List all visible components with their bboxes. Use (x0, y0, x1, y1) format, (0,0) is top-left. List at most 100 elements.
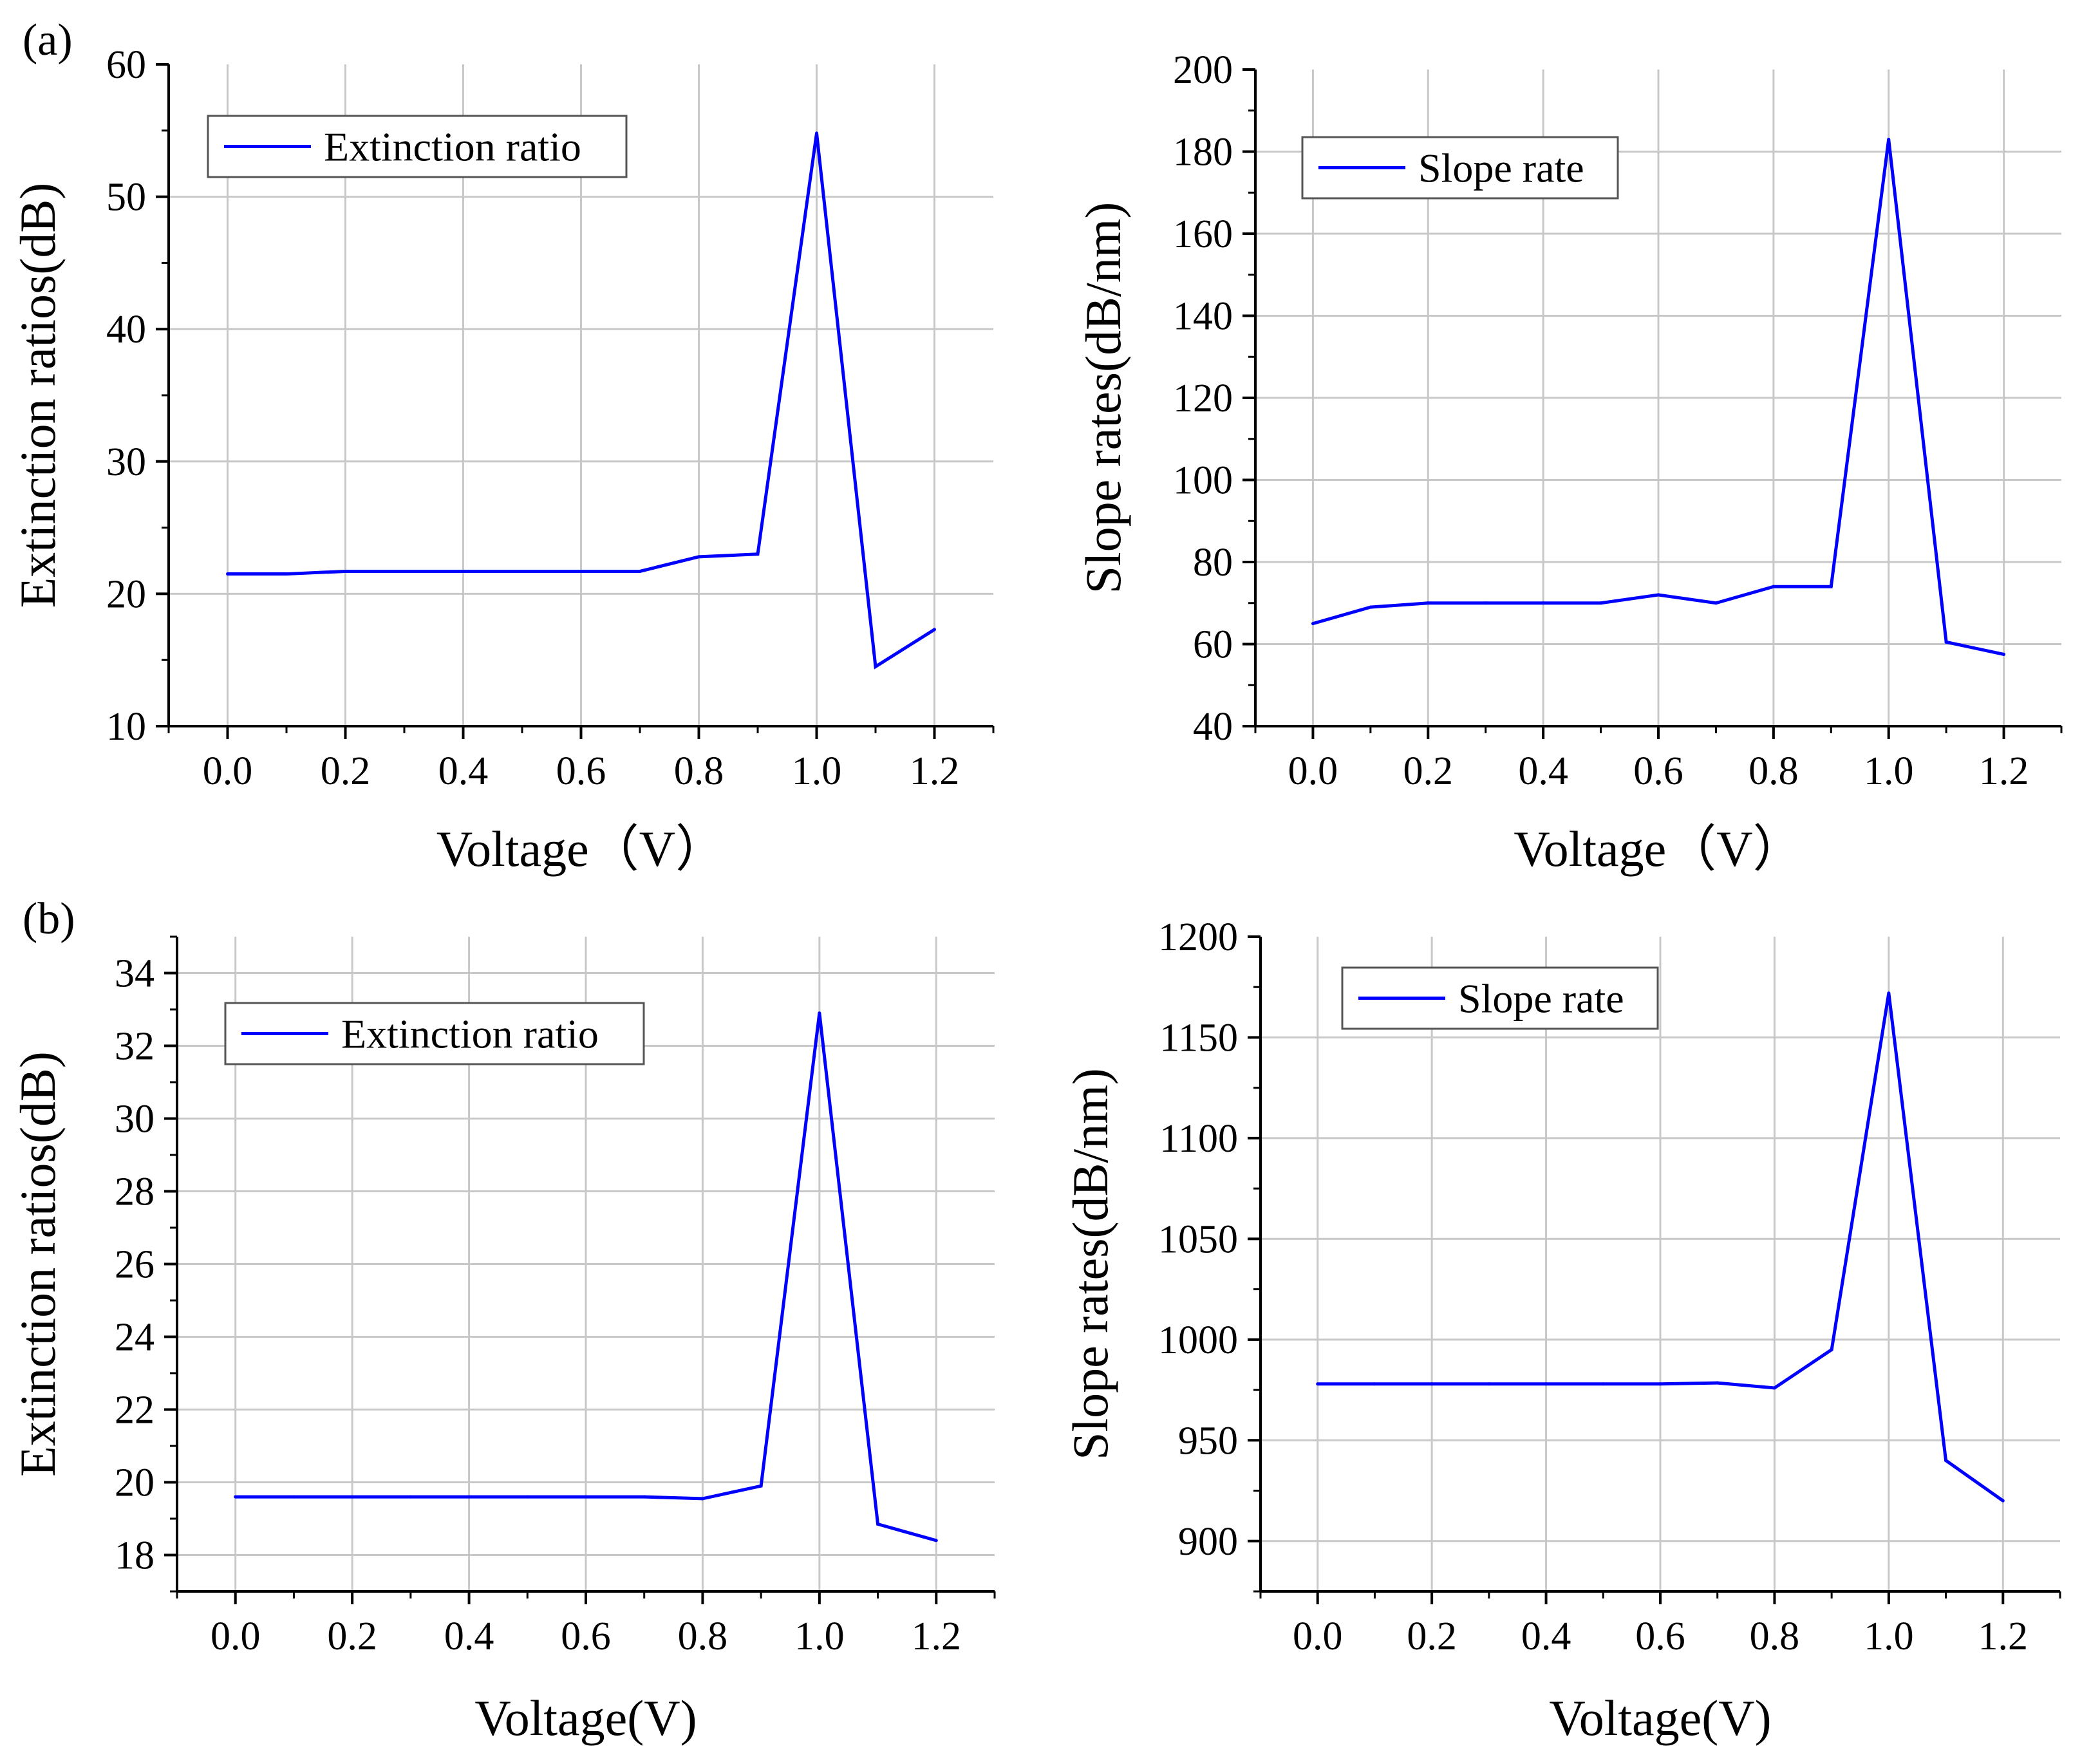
y-tick-label: 1150 (1159, 1016, 1238, 1060)
data-point (700, 1497, 704, 1501)
chart-a-right: 0.0 0.2 0.4 0.6 0.8 1.0 1.2 40 60 80 100 120 140 160 1… (1075, 48, 2063, 877)
data-point (815, 131, 818, 135)
x-tick-label: 0.2 (321, 749, 371, 793)
y-tick-label: 30 (106, 440, 146, 484)
data-point (1772, 585, 1776, 588)
y-tick-label: 100 (1173, 459, 1233, 503)
data-point (402, 569, 406, 573)
x-tick-label: 1.2 (1978, 1615, 2029, 1658)
y-tick-label: 20 (106, 572, 146, 616)
y-tick-label: 20 (115, 1461, 155, 1505)
data-point (1373, 1382, 1376, 1386)
data-point (934, 1539, 938, 1542)
data-point (2001, 1499, 2005, 1503)
legend-label: Slope rate (1458, 976, 1624, 1022)
data-point (1484, 601, 1488, 605)
y-tick-label: 34 (115, 952, 155, 996)
data-point (344, 569, 347, 573)
data-point (1772, 1386, 1776, 1390)
y-tick-label: 50 (106, 176, 146, 220)
y-axis-title: Extinction ratios(dB) (10, 183, 66, 608)
x-tick-label: 1.2 (912, 1615, 962, 1658)
x-tick-label: 0.8 (1750, 1615, 1800, 1658)
x-tick-label: 0.2 (1407, 1615, 1457, 1658)
x-tick-label: 0.4 (1521, 1615, 1571, 1658)
x-tick-label: 0.8 (1748, 749, 1799, 793)
y-tick-label: 80 (1193, 541, 1233, 585)
data-point (467, 1495, 471, 1499)
x-axis-title: Voltage（V） (436, 821, 726, 877)
data-point (1601, 1382, 1605, 1386)
y-axis-title: Extinction ratios(dB) (10, 1051, 66, 1477)
y-tick-label: 140 (1173, 295, 1233, 339)
data-point (234, 1495, 238, 1499)
data-point (520, 569, 524, 573)
y-tick-label: 40 (1193, 705, 1233, 749)
data-point (759, 1484, 763, 1488)
data-point (1887, 137, 1891, 141)
x-tick-label: 0.0 (1293, 1615, 1343, 1658)
y-tick-label: 60 (1193, 623, 1233, 667)
x-tick-label: 0.0 (211, 1615, 261, 1658)
y-tick-label: 1200 (1158, 915, 1238, 959)
x-axis-title: Voltage（V） (1514, 821, 1803, 877)
data-point (292, 1495, 295, 1499)
x-tick-label: 0.2 (1403, 749, 1454, 793)
data-point (584, 1495, 588, 1499)
chart-b-left: 0.0 0.2 0.4 0.6 0.8 1.0 1.2 18 20 22 24 26 28 30 32 34 V… (10, 935, 996, 1746)
data-point (876, 1522, 880, 1526)
data-point (1656, 593, 1660, 597)
data-point (462, 569, 465, 573)
data-point (933, 628, 936, 632)
y-axis-title: Slope rates(dB/nm) (1075, 202, 1131, 594)
y-tick-label: 32 (115, 1025, 155, 1069)
y-tick-label: 180 (1173, 131, 1233, 174)
x-tick-label: 0.6 (556, 749, 606, 793)
x-tick-label: 1.0 (1864, 749, 1914, 793)
data-point (1658, 1382, 1662, 1386)
y-tick-label: 40 (106, 308, 146, 352)
y-tick-label: 28 (115, 1170, 155, 1214)
x-tick-label: 0.0 (203, 749, 253, 793)
data-point (1426, 601, 1430, 605)
x-tick-label: 1.0 (1864, 1615, 1914, 1658)
panel-label-a: (a) (23, 15, 73, 65)
data-point (697, 555, 700, 559)
y-tick-label: 26 (115, 1243, 155, 1287)
y-tick-label: 900 (1178, 1520, 1238, 1564)
data-point (1887, 991, 1891, 995)
y-tick-label: 30 (115, 1098, 155, 1141)
y-tick-label: 60 (106, 43, 146, 87)
data-point (1541, 601, 1545, 605)
data-point (1716, 1381, 1720, 1385)
data-point (1369, 605, 1373, 609)
data-point (1599, 601, 1603, 605)
x-tick-label: 0.4 (444, 1615, 494, 1658)
data-point (579, 569, 583, 573)
x-axis-title: Voltage(V) (474, 1690, 697, 1746)
x-tick-label: 0.4 (438, 749, 489, 793)
data-point (756, 552, 760, 556)
x-tick-label: 1.2 (910, 749, 960, 793)
y-tick-label: 200 (1173, 48, 1233, 92)
legend-label: Extinction ratio (341, 1011, 599, 1057)
chart-b-right: 0.0 0.2 0.4 0.6 0.8 1.0 1.2 900 950 1000 1050 1100 1… (1062, 915, 2061, 1746)
data-point (226, 572, 229, 576)
x-tick-label: 1.0 (794, 1615, 845, 1658)
data-point (1944, 1459, 1948, 1463)
y-tick-label: 18 (115, 1534, 155, 1578)
x-tick-label: 0.8 (674, 749, 724, 793)
data-point (409, 1495, 413, 1499)
data-point (1714, 601, 1718, 605)
y-tick-label: 1050 (1158, 1217, 1238, 1261)
y-tick-label: 22 (115, 1389, 155, 1432)
charts-container: 0.0 0.2 0.4 0.6 0.8 1.0 1.2 10 20 30 40 50 60 Voltage… (10, 43, 2063, 1746)
y-tick-label: 120 (1173, 377, 1233, 420)
x-tick-label: 0.6 (1635, 1615, 1685, 1658)
data-point (874, 664, 877, 668)
data-point (1487, 1382, 1491, 1386)
x-tick-label: 0.8 (678, 1615, 728, 1658)
panel-label-b: (b) (23, 894, 75, 944)
y-tick-label: 1100 (1159, 1117, 1238, 1161)
